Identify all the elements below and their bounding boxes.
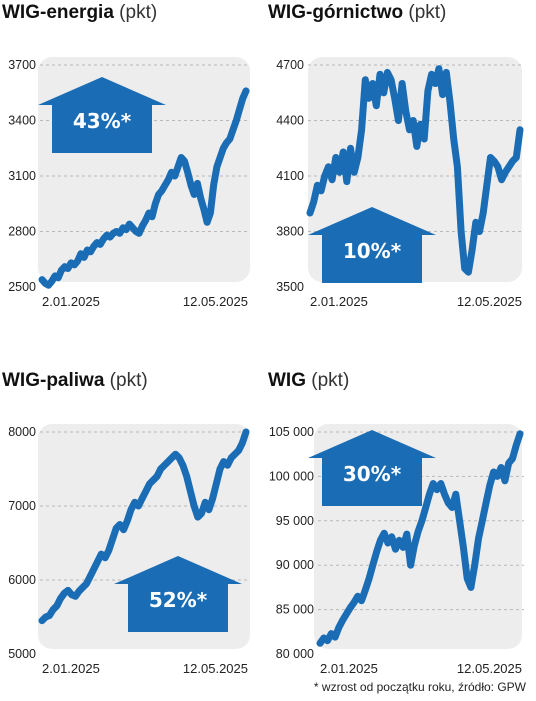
chart-3-title-main: WIG-paliwa (2, 370, 105, 391)
chart-2-title-unit: (pkt) (403, 2, 447, 23)
chart-3-badge-arrow (114, 556, 242, 632)
chart-2-xtick-label-start: 2.01.2025 (310, 294, 368, 309)
chart-1-ytick-label: 2500 (8, 280, 36, 294)
chart-1-title-main: WIG-energia (2, 2, 114, 23)
chart-1-title: WIG-energia (pkt) (2, 2, 157, 24)
chart-1-badge-arrow (38, 77, 166, 153)
chart-3-title: WIG-paliwa (pkt) (2, 370, 148, 392)
chart-2-ytick-label: 4700 (276, 58, 304, 72)
chart-2-svg: 3500 3800 4100 4400 4700 2.01.2025 12.05.2025 1… (276, 57, 524, 309)
chart-4-ytick-label: 80 000 (276, 647, 314, 661)
chart-4-title: WIG (pkt) (268, 370, 349, 392)
chart-2-badge-label: 10%* (343, 239, 402, 263)
chart-2-ytick-label: 3800 (276, 225, 304, 239)
chart-4-ytick-label: 95 000 (276, 514, 314, 528)
chart-3-badge-label: 52%* (149, 588, 208, 612)
chart-3-svg: 5000 6000 7000 8000 2.01.2025 12.05.2025 52%* (8, 424, 250, 676)
chart-3-ytick-label: 6000 (8, 573, 36, 587)
chart-4-badge-arrow (308, 430, 436, 506)
chart-1-xtick-label-end: 12.05.2025 (183, 294, 248, 309)
chart-1-ytick-label: 3400 (8, 114, 36, 128)
chart-4-ytick-label: 85 000 (276, 603, 314, 617)
chart-4-ytick-label: 90 000 (276, 558, 314, 572)
chart-1-badge-label: 43%* (73, 109, 132, 133)
chart-3-series-line (38, 428, 250, 625)
chart-1-series-line (38, 87, 250, 289)
chart-2-title-main: WIG-górnictwo (268, 2, 404, 23)
chart-4-title-unit: (pkt) (306, 370, 350, 391)
chart-3-ytick-label: 7000 (8, 499, 36, 513)
chart-1-ytick-label: 3700 (8, 58, 36, 72)
chart-2-xtick-label-end: 12.05.2025 (457, 294, 522, 309)
chart-4-badge-label: 30%* (343, 462, 402, 486)
chart-2-ytick-label: 3500 (276, 280, 304, 294)
footnote: * wzrost od początku roku, źródło: GPW (313, 680, 526, 694)
chart-4-ytick-label: 100 000 (269, 469, 314, 483)
chart-1-ytick-label: 2800 (8, 225, 36, 239)
chart-1-ytick-label: 3100 (8, 169, 36, 183)
chart-2-ytick-label: 4100 (276, 169, 304, 183)
chart-3-title-unit: (pkt) (104, 370, 148, 391)
chart-4-ytick-label: 105 000 (269, 425, 314, 439)
chart-3-xtick-label-start: 2.01.2025 (42, 661, 100, 676)
chart-1-svg: 2500 2800 3100 3400 3700 2.01.2025 12.05.2025 4… (8, 57, 250, 309)
chart-2-series-line (306, 65, 524, 276)
chart-3-xtick-label-end: 12.05.2025 (183, 661, 248, 676)
chart-4-xtick-label-start: 2.01.2025 (320, 661, 378, 676)
chart-2-badge-arrow (308, 207, 436, 283)
chart-1-xtick-label-start: 2.01.2025 (42, 294, 100, 309)
chart-4-series-line (316, 430, 524, 647)
chart-4-title-main: WIG (268, 370, 306, 391)
chart-4-svg: 80 000 85 000 90 000 95 000 100 000 105 000 2.… (269, 424, 524, 676)
chart-3-ytick-label: 5000 (8, 647, 36, 661)
chart-2-ytick-label: 4400 (276, 114, 304, 128)
chart-1-title-unit: (pkt) (113, 2, 158, 23)
chart-4-xtick-label-end: 12.05.2025 (457, 661, 522, 676)
chart-2-title: WIG-górnictwo (pkt) (268, 2, 446, 24)
chart-3-ytick-label: 8000 (8, 425, 36, 439)
